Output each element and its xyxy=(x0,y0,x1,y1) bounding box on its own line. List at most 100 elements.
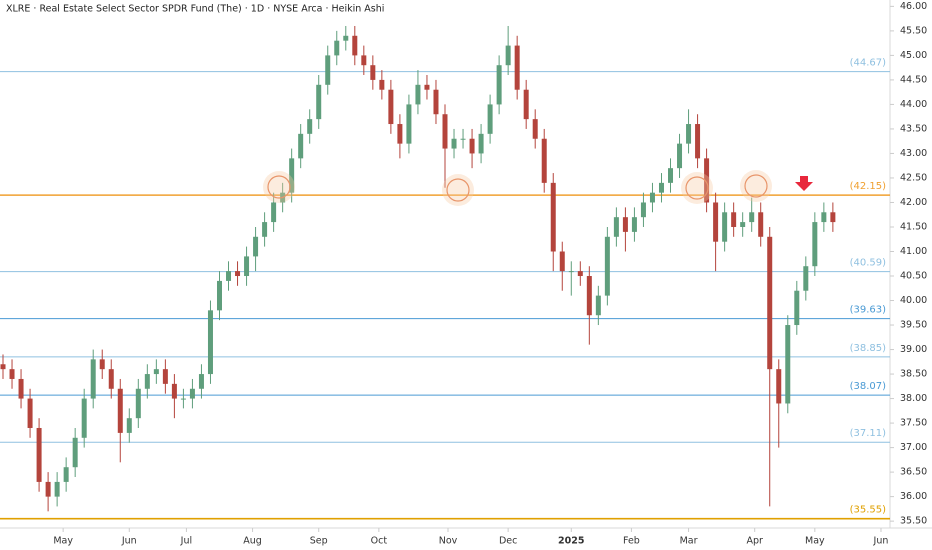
candle-body xyxy=(776,369,782,404)
candle-body xyxy=(523,89,529,120)
highlights xyxy=(263,170,772,206)
y-tick-label: 36.50 xyxy=(900,467,927,478)
candle-body xyxy=(189,388,195,399)
x-tick-label: Jul xyxy=(180,536,192,547)
candle-body xyxy=(235,271,241,277)
down-arrow xyxy=(795,176,813,191)
y-tick-label: 36.00 xyxy=(900,491,927,502)
candle-body xyxy=(604,236,610,296)
candle-body xyxy=(631,217,637,232)
y-tick-label: 41.00 xyxy=(900,246,927,257)
candle-body xyxy=(144,374,150,389)
candle-body xyxy=(794,290,800,326)
candle-body xyxy=(289,158,295,193)
candle-body xyxy=(568,271,574,273)
candle-body xyxy=(352,35,358,56)
candle-body xyxy=(469,138,475,154)
candle-body xyxy=(478,133,484,154)
candle-body xyxy=(388,89,394,125)
candle-body xyxy=(207,310,213,375)
candle-body xyxy=(361,55,367,66)
candle-body xyxy=(45,481,51,497)
candle-body xyxy=(559,251,565,272)
candle-body xyxy=(162,369,168,384)
y-tick-label: 45.50 xyxy=(900,25,927,36)
candle-body xyxy=(18,378,24,399)
candle-body xyxy=(198,374,204,389)
candle-body xyxy=(406,104,412,144)
candle-body xyxy=(532,119,538,139)
y-tick-label: 37.50 xyxy=(900,418,927,429)
plot xyxy=(0,25,890,520)
candle-body xyxy=(758,212,764,237)
candle-body xyxy=(677,143,683,169)
candle-body xyxy=(90,359,96,399)
level-label: (40.59) xyxy=(850,258,887,269)
y-tick-label: 40.50 xyxy=(900,271,927,282)
candle-body xyxy=(117,388,123,433)
candle-body xyxy=(298,133,304,159)
candle-body xyxy=(99,359,105,370)
x-tick-label: Dec xyxy=(499,536,517,547)
highlight-circle xyxy=(685,176,709,200)
y-tick-label: 40.00 xyxy=(900,295,927,306)
y-tick-label: 41.50 xyxy=(900,221,927,232)
candle-body xyxy=(180,398,186,400)
candle-body xyxy=(767,236,773,370)
candle-body xyxy=(244,256,250,277)
candle-body xyxy=(307,119,313,134)
candle-body xyxy=(0,364,6,370)
y-tick-label: 43.50 xyxy=(900,123,927,134)
candle-body xyxy=(262,222,268,237)
candle-body xyxy=(216,280,222,311)
candle-body xyxy=(749,212,755,223)
candle-body xyxy=(722,212,728,242)
level-label: (39.63) xyxy=(850,305,887,316)
candle-body xyxy=(343,35,349,41)
candle-body xyxy=(785,325,791,404)
candle-body xyxy=(334,40,340,56)
candle-body xyxy=(63,467,69,482)
candle-body xyxy=(171,383,177,399)
level-label: (37.11) xyxy=(850,428,887,439)
candle-body xyxy=(550,182,556,252)
candle-body xyxy=(487,104,493,134)
chart-title: XLRE · Real Estate Select Sector SPDR Fu… xyxy=(6,4,384,15)
y-tick-label: 46.00 xyxy=(900,1,927,12)
candle-body xyxy=(433,89,439,115)
candle-body xyxy=(370,65,376,80)
candle-body xyxy=(658,182,664,193)
level-label: (38.85) xyxy=(850,343,887,354)
y-tick-label: 39.00 xyxy=(900,344,927,355)
x-tick-label: May xyxy=(805,536,825,547)
candle-body xyxy=(415,84,421,105)
candle-body xyxy=(704,158,710,203)
candle-body xyxy=(253,236,259,257)
candle-body xyxy=(803,266,809,291)
x-tick-label: May xyxy=(53,536,73,547)
candle-body xyxy=(126,418,132,433)
x-tick-label: Jun xyxy=(873,536,889,547)
y-tick-label: 45.00 xyxy=(900,50,927,61)
candle-body xyxy=(649,192,655,203)
y-tick-label: 43.00 xyxy=(900,148,927,159)
candle-body xyxy=(740,222,746,227)
y-tick-label: 38.00 xyxy=(900,393,927,404)
candle-body xyxy=(27,398,33,428)
candle-body xyxy=(830,212,836,223)
x-tick-label: Apr xyxy=(746,536,763,547)
candle-body xyxy=(325,55,331,85)
y-tick-label: 39.50 xyxy=(900,320,927,331)
candle-body xyxy=(451,138,457,149)
y-tick-label: 42.00 xyxy=(900,197,927,208)
candle-body xyxy=(460,138,466,140)
candle-body xyxy=(640,202,646,218)
candle-body xyxy=(613,217,619,237)
level-label: (42.15) xyxy=(850,181,887,192)
candle-body xyxy=(397,124,403,144)
level-label: (38.07) xyxy=(850,381,887,392)
x-tick-label: Aug xyxy=(243,536,262,547)
y-tick-label: 44.00 xyxy=(900,99,927,110)
